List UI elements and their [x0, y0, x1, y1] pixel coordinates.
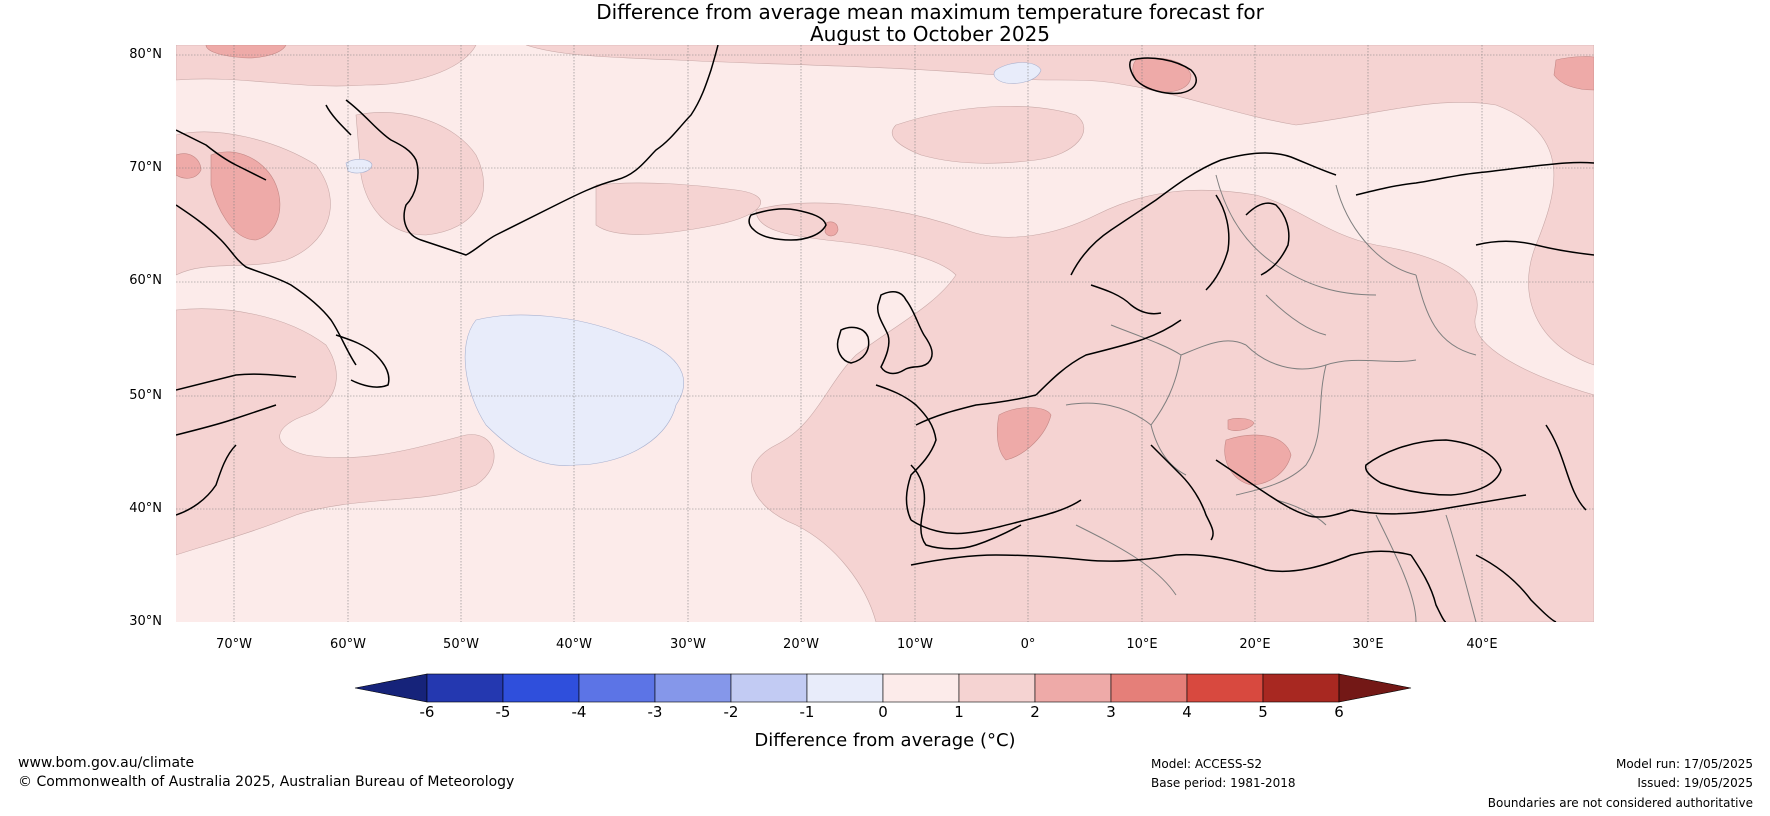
footer-model-run: Model run: 17/05/2025 — [1615, 757, 1753, 771]
colorbar-swatch — [882, 673, 960, 703]
footer-issued: Issued: 19/05/2025 — [1637, 776, 1753, 790]
lon-label-40e: 40°E — [1466, 637, 1498, 652]
anomaly-region-warm — [176, 308, 495, 556]
colorbar-swatch — [654, 673, 732, 703]
colorbar-swatch — [578, 673, 656, 703]
country-borders — [1065, 174, 1477, 622]
map-title-line2: August to October 2025 — [809, 22, 1051, 46]
footer-website: www.bom.gov.au/climate — [18, 755, 195, 771]
forecast-map — [176, 45, 1594, 622]
colorbar-tick-label: 1 — [954, 703, 964, 721]
lat-label-50n: 50°N — [129, 388, 162, 403]
lat-label-60n: 60°N — [129, 273, 162, 288]
graticule — [176, 45, 1594, 622]
colorbar-tick-label: 4 — [1182, 703, 1192, 721]
footer-copyright: © Commonwealth of Australia 2025, Austra… — [18, 774, 515, 790]
lon-label-60w: 60°W — [330, 637, 366, 652]
colorbar-swatch — [1262, 673, 1340, 703]
lon-label-10e: 10°E — [1126, 637, 1158, 652]
lon-label-50w: 50°W — [443, 637, 479, 652]
colorbar-tick-label: -5 — [495, 703, 511, 721]
lat-label-70n: 70°N — [129, 160, 162, 175]
anomaly-region-warmer — [996, 407, 1052, 461]
colorbar-tick-label: 6 — [1334, 703, 1344, 721]
anomaly-region-warm — [355, 112, 484, 236]
colorbar-tick-label: -1 — [799, 703, 815, 721]
lon-label-10w: 10°W — [897, 637, 933, 652]
anomaly-region-warm — [525, 45, 1594, 366]
colorbar-tick-label: -3 — [647, 703, 663, 721]
colorbar-tick-label: 2 — [1030, 703, 1040, 721]
lat-label-30n: 30°N — [129, 614, 162, 629]
colorbar-extend-high — [1338, 673, 1412, 703]
footer-base-period: Base period: 1981-2018 — [1151, 776, 1296, 790]
colorbar-swatch — [1110, 673, 1188, 703]
colorbar-tick-label: -2 — [723, 703, 739, 721]
lat-label-40n: 40°N — [129, 501, 162, 516]
lon-label-40w: 40°W — [556, 637, 592, 652]
colorbar-swatch — [426, 673, 504, 703]
colorbar-tick-label: -6 — [419, 703, 435, 721]
coastlines — [176, 45, 1594, 622]
colorbar-swatch — [958, 673, 1036, 703]
colorbar-swatch — [730, 673, 808, 703]
footer-disclaimer: Boundaries are not considered authoritat… — [1487, 796, 1753, 810]
colorbar-tick-label: 0 — [878, 703, 888, 721]
anomaly-region-warm — [891, 106, 1085, 164]
anomaly-region-warmer — [210, 151, 281, 241]
colorbar-swatch — [806, 673, 884, 703]
colorbar-label: Difference from average (°C) — [754, 730, 1016, 751]
colorbar-swatch — [1186, 673, 1264, 703]
colorbar-tick-label: 5 — [1258, 703, 1268, 721]
anomaly-region-warmer — [1553, 56, 1594, 91]
colorbar-swatch — [1034, 673, 1112, 703]
anomaly-region-warmer — [176, 153, 202, 179]
colorbar-tick-label: 3 — [1106, 703, 1116, 721]
colorbar-extend-low — [354, 673, 428, 703]
map-title-line1: Difference from average mean maximum tem… — [596, 0, 1264, 24]
anomaly-region-warmer — [1132, 57, 1192, 93]
anomaly-region-warmer — [824, 221, 839, 237]
lon-label-20w: 20°W — [783, 637, 819, 652]
anomaly-region-warm — [595, 182, 761, 235]
anomaly-region-cool — [464, 314, 684, 466]
colorbar-tick-label: -4 — [571, 703, 587, 721]
lon-label-70w: 70°W — [216, 637, 252, 652]
anomaly-region-warmer — [205, 45, 287, 59]
footer-model: Model: ACCESS-S2 — [1151, 757, 1263, 771]
lon-label-30e: 30°E — [1352, 637, 1384, 652]
anomaly-region-warmer — [1227, 418, 1255, 431]
lon-label-0: 0° — [1020, 637, 1036, 652]
lat-label-80n: 80°N — [129, 47, 162, 62]
lon-label-20e: 20°E — [1239, 637, 1271, 652]
colorbar-swatch — [502, 673, 580, 703]
anomaly-region-cool — [345, 159, 373, 174]
lon-label-30w: 30°W — [670, 637, 706, 652]
